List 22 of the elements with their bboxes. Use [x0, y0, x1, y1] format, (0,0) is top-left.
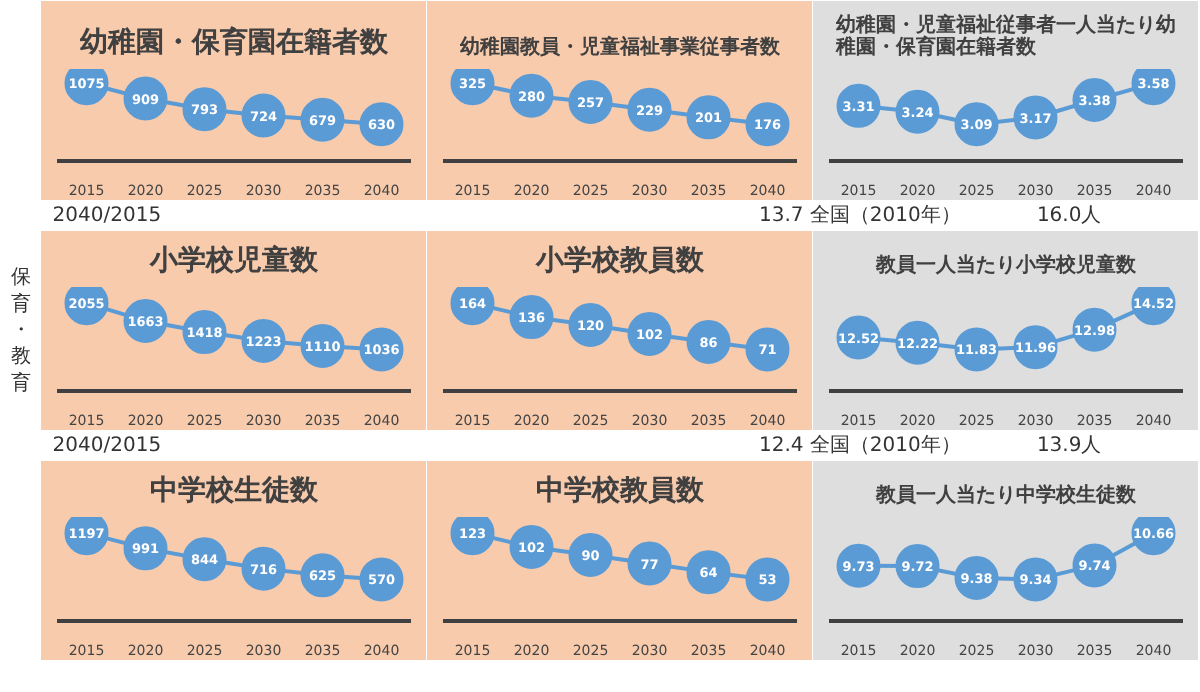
text: 13.9人	[1036, 435, 1102, 457]
point	[568, 533, 613, 577]
point	[745, 327, 790, 372]
text: 保育・教育	[11, 267, 31, 395]
point	[627, 541, 672, 586]
point	[686, 550, 731, 595]
chart-title: 小学校教員数	[534, 245, 706, 277]
chart-title: 教員一人当たり中学校生徒数	[874, 483, 1138, 507]
text: 2040/2015	[52, 205, 162, 227]
chart-title: 幼稚園教員・児童福祉事業従事者数	[458, 35, 782, 59]
point	[686, 319, 731, 364]
chart-title: 教員一人当たり小学校児童数	[874, 253, 1138, 277]
text: 2040/2015	[52, 435, 162, 457]
chart-title: 中学校生徒数	[150, 475, 320, 507]
chart-title: 中学校教員数	[536, 475, 706, 507]
text: 16.0人	[1036, 205, 1102, 227]
chart-title: 幼稚園・保育園在籍者数	[78, 25, 390, 59]
text: 13.7 全国（2010年）	[758, 203, 961, 227]
text: 12.4 全国（2010年）	[758, 433, 961, 457]
chart-title: 幼稚園・児童福祉従事者一人当たり幼稚園・保育園在籍者数	[834, 13, 1176, 59]
point	[745, 557, 790, 602]
chart-title: 小学校児童数	[148, 243, 320, 277]
